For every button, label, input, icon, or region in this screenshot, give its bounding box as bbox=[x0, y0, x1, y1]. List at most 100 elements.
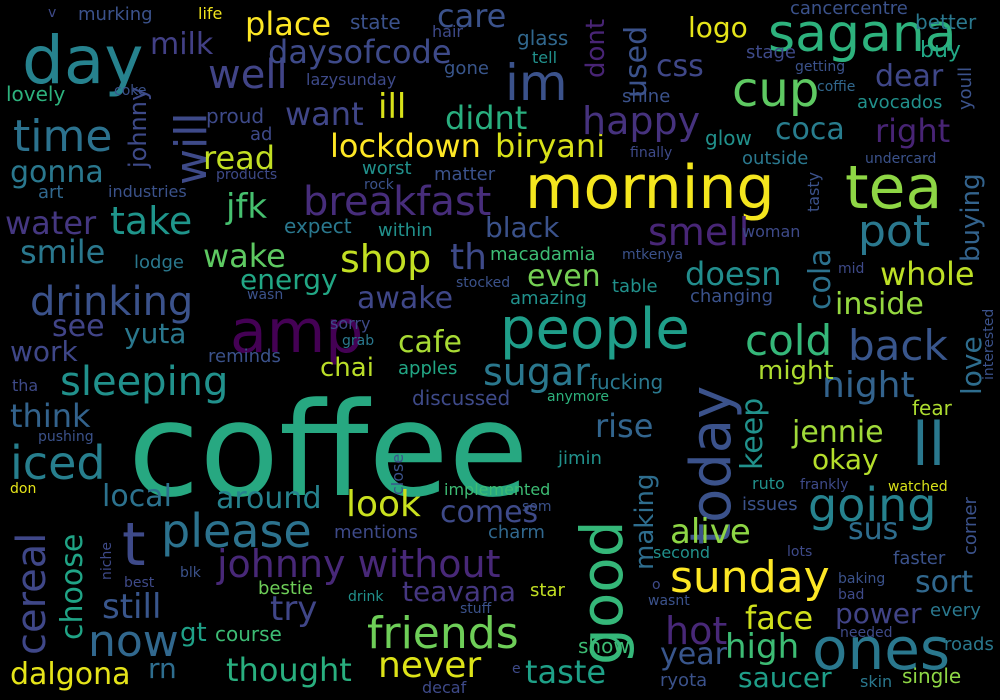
word-wasnt: wasnt bbox=[648, 593, 690, 609]
word-read: read bbox=[203, 139, 276, 177]
word-choose: choose bbox=[55, 533, 90, 640]
word-gone: gone bbox=[444, 58, 489, 79]
word-tasty: tasty bbox=[804, 171, 823, 212]
word-outside: outside bbox=[742, 148, 809, 169]
word-now: now bbox=[88, 616, 179, 667]
word-place: place bbox=[245, 5, 332, 43]
word-state: state bbox=[350, 10, 401, 34]
word-sugar: sugar bbox=[483, 350, 590, 394]
word-life: life bbox=[198, 4, 223, 23]
word-sort: sort bbox=[915, 565, 974, 600]
word-dear: dear bbox=[875, 59, 944, 94]
word-whole: whole bbox=[880, 255, 975, 293]
word-cola: cola bbox=[803, 248, 838, 310]
word-day: day bbox=[22, 22, 144, 99]
word-sus: sus bbox=[848, 512, 899, 547]
word-hot: hot bbox=[665, 609, 728, 653]
word-sagana: sagana bbox=[768, 4, 957, 64]
word-macadamia: macadamia bbox=[490, 244, 596, 265]
word-smell: smell bbox=[648, 210, 750, 254]
word-logo: logo bbox=[688, 11, 748, 44]
word-charm: charm bbox=[488, 522, 545, 543]
word-lockdown: lockdown bbox=[330, 127, 481, 165]
word-fucking: fucking bbox=[590, 370, 664, 394]
word-second: second bbox=[653, 543, 711, 562]
word-frankly: frankly bbox=[800, 477, 849, 493]
word-drink: drink bbox=[348, 589, 384, 605]
word-morning: morning bbox=[525, 153, 775, 223]
word-changing: changing bbox=[690, 286, 774, 307]
word-lovely: lovely bbox=[6, 82, 66, 106]
word-wasn: wasn bbox=[247, 287, 284, 303]
word-css: css bbox=[656, 49, 704, 84]
word-don: don bbox=[10, 481, 37, 497]
word-didnt: didnt bbox=[445, 99, 528, 137]
word-grab: grab bbox=[342, 333, 375, 349]
word-lots: lots bbox=[787, 544, 813, 560]
word-cancercentre: cancercentre bbox=[790, 0, 908, 19]
word-breakfast: breakfast bbox=[303, 179, 492, 225]
word-face: face bbox=[745, 599, 814, 637]
word-sorry: sorry bbox=[330, 314, 371, 333]
word-course: course bbox=[215, 622, 282, 646]
word-im: im bbox=[505, 54, 568, 112]
word-cereal: cereal bbox=[9, 532, 55, 655]
word-blk: blk bbox=[180, 565, 201, 581]
word-interested: interested bbox=[981, 308, 997, 380]
word-pushing: pushing bbox=[38, 429, 94, 445]
word-table: table bbox=[612, 276, 658, 297]
word-within: within bbox=[378, 220, 433, 241]
word-show: show bbox=[578, 634, 630, 658]
word-avocados: avocados bbox=[857, 92, 943, 113]
word-inside: inside bbox=[835, 287, 924, 322]
word-cafe: cafe bbox=[398, 325, 462, 360]
word-needed: needed bbox=[840, 625, 893, 641]
word-see: see bbox=[52, 309, 105, 344]
word-local: local bbox=[102, 479, 172, 514]
word-thought: thought bbox=[226, 651, 352, 689]
word-tha: tha bbox=[12, 376, 39, 395]
word-shine: shine bbox=[622, 86, 671, 107]
word-daysofcode: daysofcode bbox=[268, 33, 452, 71]
word-iced: iced bbox=[10, 436, 106, 490]
word-watched: watched bbox=[888, 479, 948, 495]
word-star: star bbox=[530, 580, 565, 601]
word-better: better bbox=[915, 10, 977, 34]
word-drinking: drinking bbox=[30, 279, 194, 325]
word-products: products bbox=[216, 167, 278, 183]
word-water: water bbox=[5, 204, 97, 242]
word-ill: ill bbox=[378, 87, 407, 127]
word-keep: keep bbox=[735, 397, 770, 470]
word-high: high bbox=[725, 627, 800, 667]
word-rise: rise bbox=[595, 407, 654, 445]
word-shop: shop bbox=[340, 237, 432, 281]
word-proud: proud bbox=[206, 104, 265, 128]
word-even: even bbox=[527, 259, 601, 294]
word-matter: matter bbox=[434, 164, 496, 185]
word-th: th bbox=[450, 237, 487, 278]
word-smile: smile bbox=[20, 233, 106, 271]
word-sleeping: sleeping bbox=[60, 359, 229, 405]
word-reminds: reminds bbox=[208, 346, 281, 367]
word-bad: bad bbox=[838, 587, 865, 603]
word-well: well bbox=[208, 52, 288, 98]
word-okay: okay bbox=[812, 443, 879, 476]
word-look: look bbox=[346, 484, 421, 525]
word-black: black bbox=[485, 211, 560, 244]
word-saucer: saucer bbox=[738, 661, 832, 694]
word-worst: worst bbox=[362, 158, 412, 179]
word-biryani: biryani bbox=[495, 127, 606, 165]
word-try: try bbox=[270, 589, 318, 629]
word-baking: baking bbox=[838, 571, 886, 587]
word-bestie: bestie bbox=[258, 578, 314, 599]
word-stuff: stuff bbox=[460, 601, 492, 617]
word-corner: corner bbox=[960, 497, 981, 555]
word-ruto: ruto bbox=[752, 474, 785, 493]
word-single: single bbox=[902, 664, 962, 688]
word-woman: woman bbox=[742, 222, 801, 241]
word-finally: finally bbox=[630, 145, 673, 161]
word-care: care bbox=[437, 0, 507, 35]
word-buying: buying bbox=[956, 173, 986, 262]
word-mtkenya: mtkenya bbox=[622, 247, 684, 263]
